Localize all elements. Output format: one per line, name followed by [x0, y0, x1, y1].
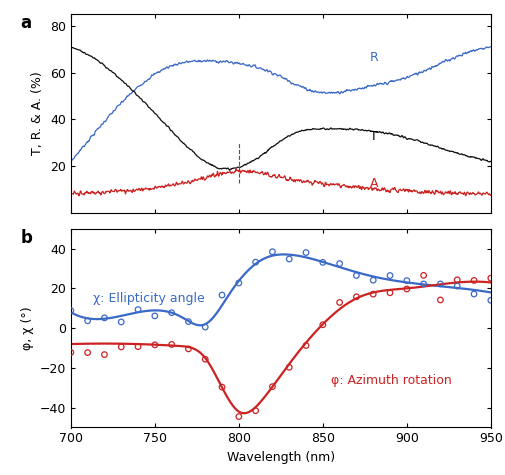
Point	[335, 260, 343, 267]
Point	[167, 309, 175, 316]
Point	[134, 343, 142, 351]
Point	[100, 314, 108, 322]
Point	[486, 275, 494, 282]
Point	[452, 282, 461, 290]
Point	[150, 341, 159, 349]
Point	[234, 413, 242, 420]
Text: A: A	[369, 177, 378, 190]
Point	[268, 383, 276, 390]
Point	[402, 285, 410, 293]
Point	[385, 272, 393, 279]
Point	[351, 293, 360, 301]
Point	[435, 280, 443, 288]
Point	[67, 307, 75, 314]
Point	[167, 341, 175, 348]
Point	[285, 255, 293, 263]
Point	[251, 407, 259, 415]
Point	[184, 345, 192, 353]
Point	[150, 312, 159, 320]
Point	[134, 306, 142, 314]
Point	[369, 290, 377, 298]
Y-axis label: φ, χ (°): φ, χ (°)	[21, 306, 34, 350]
Point	[201, 355, 209, 363]
Point	[402, 277, 410, 285]
Text: φ: Azimuth rotation: φ: Azimuth rotation	[331, 374, 451, 387]
Point	[218, 291, 226, 299]
Point	[117, 343, 125, 351]
Text: b: b	[20, 229, 32, 247]
Point	[251, 258, 259, 266]
Point	[285, 363, 293, 371]
Point	[385, 289, 393, 296]
Point	[117, 318, 125, 326]
Point	[452, 276, 461, 284]
Point	[469, 276, 477, 284]
Point	[419, 280, 427, 288]
Point	[234, 279, 242, 287]
Point	[83, 349, 91, 356]
Point	[318, 321, 326, 329]
Point	[83, 317, 91, 324]
Point	[469, 290, 477, 298]
Point	[301, 249, 310, 256]
Point	[351, 272, 360, 279]
Point	[100, 351, 108, 358]
Point	[486, 296, 494, 304]
Point	[67, 349, 75, 356]
Point	[268, 248, 276, 256]
Text: χ: Ellipticity angle: χ: Ellipticity angle	[92, 292, 204, 305]
Point	[301, 342, 310, 349]
Text: T: T	[369, 131, 377, 143]
Text: a: a	[20, 14, 31, 32]
Point	[318, 258, 326, 266]
Text: R: R	[369, 51, 378, 64]
Point	[435, 296, 443, 304]
Point	[369, 276, 377, 284]
Point	[184, 318, 192, 325]
Point	[335, 299, 343, 306]
X-axis label: Wavelength (nm): Wavelength (nm)	[226, 451, 334, 464]
Y-axis label: T, R. & A. (%): T, R. & A. (%)	[31, 72, 44, 155]
Point	[201, 323, 209, 331]
Point	[419, 272, 427, 279]
Point	[218, 383, 226, 391]
